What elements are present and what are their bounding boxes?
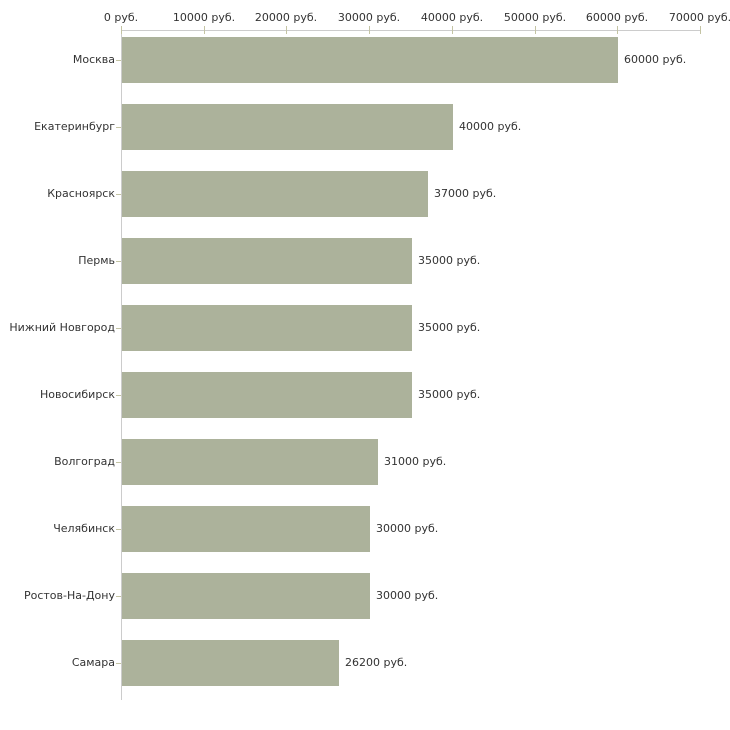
- category-label: Москва: [72, 53, 115, 66]
- bar: [122, 506, 370, 552]
- bar: [122, 372, 412, 418]
- bar: [122, 104, 453, 150]
- bar: [122, 573, 370, 619]
- category-tick-mark: [116, 60, 121, 61]
- bar: [122, 238, 412, 284]
- x-axis-line: [121, 30, 700, 31]
- bar: [122, 305, 412, 351]
- value-label: 26200 руб.: [345, 656, 408, 669]
- category-tick-mark: [116, 529, 121, 530]
- category-label: Ростов-На-Дону: [23, 589, 115, 602]
- value-label: 60000 руб.: [624, 53, 687, 66]
- value-label: 35000 руб.: [418, 388, 481, 401]
- x-axis-tick-mark: [369, 26, 370, 34]
- category-tick-mark: [116, 663, 121, 664]
- x-axis-tick-label: 10000 руб.: [172, 11, 236, 24]
- category-label: Красноярск: [47, 187, 115, 200]
- value-label: 31000 руб.: [384, 455, 447, 468]
- category-label: Волгоград: [54, 455, 115, 468]
- x-axis-tick-mark: [700, 26, 701, 34]
- x-axis-tick-label: 40000 руб.: [420, 11, 484, 24]
- y-axis-line: [121, 30, 122, 700]
- x-axis-tick-label: 30000 руб.: [337, 11, 401, 24]
- category-label: Самара: [71, 656, 115, 669]
- value-label: 35000 руб.: [418, 254, 481, 267]
- value-label: 35000 руб.: [418, 321, 481, 334]
- bar: [122, 640, 339, 686]
- category-tick-mark: [116, 462, 121, 463]
- category-tick-mark: [116, 261, 121, 262]
- category-tick-mark: [116, 395, 121, 396]
- category-tick-mark: [116, 328, 121, 329]
- bar: [122, 439, 378, 485]
- category-label: Нижний Новгород: [9, 321, 115, 334]
- x-axis-tick-label: 60000 руб.: [585, 11, 649, 24]
- x-axis-tick-label: 70000 руб.: [668, 11, 730, 24]
- category-label: Екатеринбург: [34, 120, 115, 133]
- bar: [122, 171, 428, 217]
- value-label: 30000 руб.: [376, 589, 439, 602]
- category-tick-mark: [116, 596, 121, 597]
- x-axis-tick-mark: [204, 26, 205, 34]
- category-tick-mark: [116, 127, 121, 128]
- category-label: Пермь: [78, 254, 115, 267]
- category-tick-mark: [116, 194, 121, 195]
- x-axis-tick-label: 50000 руб.: [503, 11, 567, 24]
- value-label: 30000 руб.: [376, 522, 439, 535]
- value-label: 40000 руб.: [459, 120, 522, 133]
- category-label: Челябинск: [53, 522, 115, 535]
- x-axis-tick-label: 0 руб.: [103, 11, 139, 24]
- bar: [122, 37, 618, 83]
- x-axis-tick-mark: [286, 26, 287, 34]
- category-label: Новосибирск: [39, 388, 115, 401]
- x-axis-tick-mark: [452, 26, 453, 34]
- x-axis-tick-mark: [535, 26, 536, 34]
- x-axis-tick-label: 20000 руб.: [254, 11, 318, 24]
- x-axis-tick-mark: [617, 26, 618, 34]
- x-axis-tick-mark: [121, 26, 122, 34]
- value-label: 37000 руб.: [434, 187, 497, 200]
